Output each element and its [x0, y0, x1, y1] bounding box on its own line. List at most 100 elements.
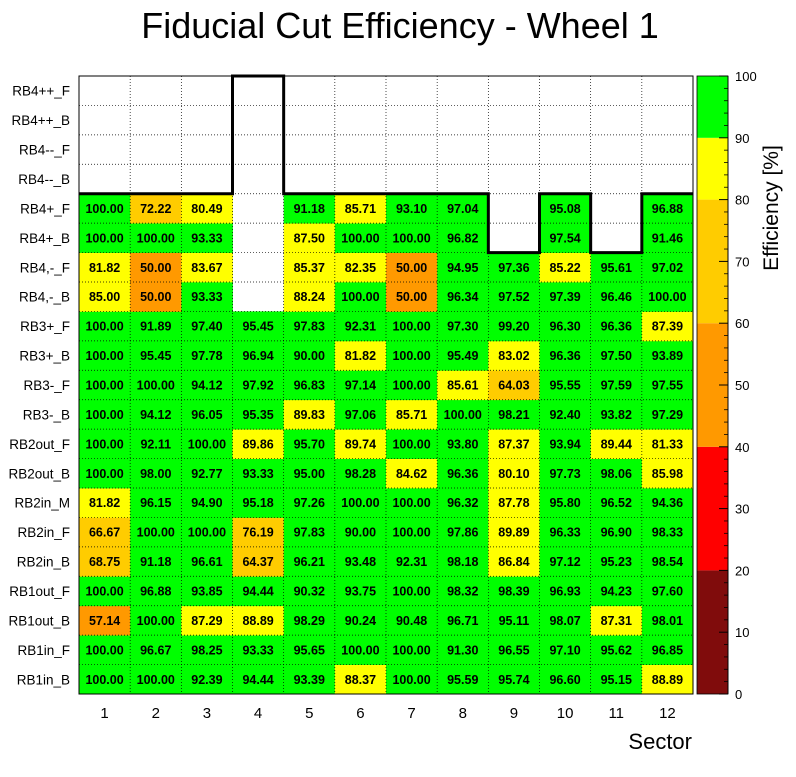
cell-value-label: 93.94: [549, 437, 580, 451]
heatmap-cells: [79, 193, 694, 695]
cell-value-label: 81.33: [652, 437, 683, 451]
cell-value-label: 97.50: [601, 349, 632, 363]
cell-value-label: 100.00: [85, 320, 123, 334]
heatmap-cell: [539, 517, 592, 548]
heatmap-cell: [130, 664, 182, 695]
heatmap-cell: [641, 488, 694, 518]
heatmap-cell: [641, 340, 694, 371]
heatmap-cell: [437, 546, 489, 577]
cell-value-label: 88.89: [242, 614, 273, 628]
cell-value-label: 85.71: [396, 408, 427, 422]
x-tick-label: 3: [203, 705, 211, 722]
cell-value-label: 100.00: [137, 614, 175, 628]
cell-value-label: 93.48: [345, 555, 376, 569]
heatmap-cell: [181, 546, 233, 577]
cell-value-label: 95.61: [601, 261, 632, 275]
heatmap-cell: [437, 223, 489, 253]
heatmap-cell: [79, 252, 131, 283]
heatmap-cell: [334, 311, 387, 342]
cell-value-label: 89.74: [345, 437, 376, 451]
heatmap-cell: [590, 546, 643, 577]
heatmap-cell: [181, 193, 233, 224]
cell-value-label: 85.22: [549, 261, 580, 275]
heatmap-cell: [386, 429, 438, 459]
cell-value-label: 50.00: [140, 290, 171, 304]
cell-value-label: 100.00: [392, 643, 430, 657]
y-tick-label: RB3-_B: [23, 407, 70, 422]
cell-value-label: 95.70: [294, 437, 325, 451]
cell-value-label: 50.00: [396, 261, 427, 275]
heatmap-cell: [232, 399, 285, 430]
heatmap-cell: [539, 252, 592, 283]
cell-value-label: 96.67: [140, 643, 171, 657]
heatmap-cell: [334, 664, 387, 695]
heatmap-cell: [590, 370, 643, 401]
cell-value-label: 97.14: [345, 379, 376, 393]
cell-value-label: 88.89: [652, 673, 683, 687]
cell-value-label: 97.29: [652, 408, 683, 422]
heatmap-cell: [283, 458, 336, 489]
cell-value-label: 93.39: [294, 673, 325, 687]
cell-value-label: 100.00: [137, 526, 175, 540]
cell-value-label: 85.37: [294, 261, 325, 275]
heatmap-cell: [130, 429, 182, 459]
cell-value-label: 93.33: [191, 231, 222, 245]
cell-value-label: 97.92: [242, 379, 273, 393]
cell-value-label: 95.80: [549, 496, 580, 510]
cell-value-label: 92.40: [549, 408, 580, 422]
cell-value-label: 89.44: [601, 437, 632, 451]
cell-value-label: 95.08: [549, 202, 580, 216]
cell-value-label: 68.75: [89, 555, 120, 569]
cell-value-label: 85.61: [447, 379, 478, 393]
cell-value-label: 93.80: [447, 437, 478, 451]
heatmap-cell: [386, 517, 438, 548]
cell-value-label: 95.59: [447, 673, 478, 687]
heatmap-cell: [79, 664, 131, 695]
cell-value-label: 100.00: [392, 437, 430, 451]
cell-value-label: 96.34: [447, 290, 478, 304]
cell-value-label: 90.24: [345, 614, 376, 628]
heatmap-cell: [590, 311, 643, 342]
heatmap-cell: [232, 517, 285, 548]
cell-value-label: 100.00: [341, 643, 379, 657]
heatmap-cell: [334, 370, 387, 401]
cell-value-label: 81.82: [345, 349, 376, 363]
heatmap-cell: [437, 311, 489, 342]
cell-value-label: 95.00: [294, 467, 325, 481]
cell-value-label: 98.21: [498, 408, 529, 422]
heatmap-cell: [437, 576, 489, 607]
cell-value-label: 97.59: [601, 379, 632, 393]
y-tick-label: RB2out_B: [8, 466, 70, 481]
chart-title: Fiducial Cut Efficiency - Wheel 1: [141, 5, 659, 46]
cell-value-label: 100.00: [392, 349, 430, 363]
cell-value-label: 94.12: [191, 379, 222, 393]
heatmap-cell: [232, 635, 285, 665]
cell-value-label: 94.95: [447, 261, 478, 275]
heatmap-cell: [488, 429, 540, 459]
heatmap-cell: [539, 546, 592, 577]
cell-value-label: 95.45: [140, 349, 171, 363]
heatmap-cell: [79, 488, 131, 518]
heatmap-cell: [334, 399, 387, 430]
y-tick-label: RB2in_M: [14, 496, 70, 511]
cell-value-label: 100.00: [392, 379, 430, 393]
y-tick-label: RB2in_F: [17, 525, 70, 540]
heatmap-cell: [437, 340, 489, 371]
y-tick-label: RB1out_F: [9, 584, 70, 599]
heatmap-cell: [539, 635, 592, 665]
colorbar-tick-label: 10: [735, 625, 749, 640]
y-tick-label: RB4--_B: [18, 172, 70, 187]
heatmap-cell: [181, 635, 233, 665]
heatmap-cell: [181, 488, 233, 518]
cell-value-label: 100.00: [444, 408, 482, 422]
y-axis-tick-labels: RB1in_B RB1in_F RB1out_B RB1out_F RB2in_B RB2…: [8, 84, 70, 688]
cell-value-label: 97.12: [549, 555, 580, 569]
heatmap-cell: [386, 546, 438, 577]
heatmap-cell: [283, 429, 336, 459]
heatmap-cell: [181, 429, 233, 459]
cell-value-label: 100.00: [85, 643, 123, 657]
cell-value-label: 96.83: [294, 379, 325, 393]
heatmap-cell: [539, 399, 592, 430]
heatmap-cell: [488, 576, 540, 607]
heatmap-cell: [539, 458, 592, 489]
